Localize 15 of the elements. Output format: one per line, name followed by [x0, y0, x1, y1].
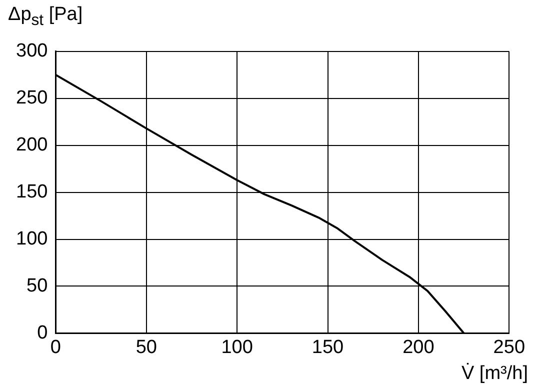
y-tick-label: 100: [16, 228, 48, 250]
y-tick-label: 300: [16, 40, 48, 62]
y-tick-label: 0: [37, 322, 48, 344]
y-tick-label: 250: [16, 88, 48, 109]
x-tick-label: 50: [136, 336, 157, 358]
y-tick-label: 50: [26, 275, 48, 296]
y-tick-label: 150: [16, 182, 48, 203]
x-tick-label: 150: [312, 336, 344, 358]
x-axis-title: V̇ [m³/h]: [461, 363, 528, 385]
x-tick-label: 250: [493, 336, 525, 358]
x-tick-label: 200: [402, 336, 434, 358]
x-tick-label: 0: [50, 336, 61, 358]
y-tick-label: 200: [16, 134, 48, 156]
x-tick-label: 100: [221, 336, 253, 358]
y-axis-title: Δp$_{st}$ [Pa]: [8, 4, 83, 30]
